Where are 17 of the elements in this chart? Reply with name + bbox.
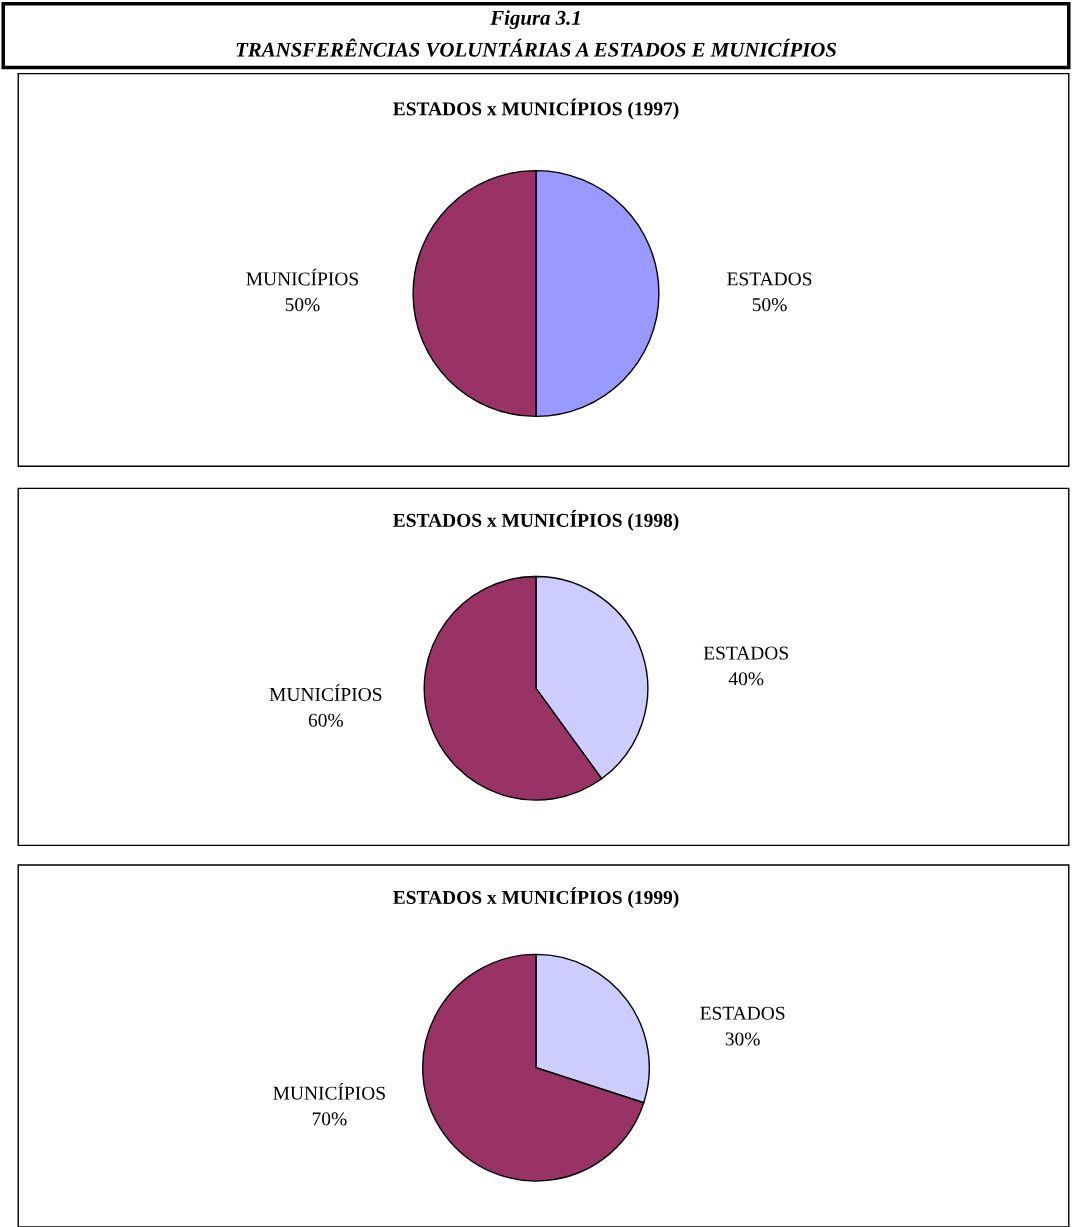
data-label: 30% [725,1032,760,1046]
chart-title: ESTADOS x MUNICÍPIOS (1998) [393,510,679,531]
data-label: 50% [752,298,787,312]
data-label: 50% [285,298,320,312]
slice-label: ESTADOS [703,646,788,660]
chart-title: ESTADOS x MUNICÍPIOS (1997) [393,98,679,120]
text: Figura 3.1 [490,10,580,30]
data-label: 40% [728,672,764,686]
slice-label: ESTADOS [727,272,812,286]
slice-label: MUNICÍPIOS [269,684,382,702]
data-label: 60% [308,713,343,727]
slice-label: MUNICÍPIOS [273,1082,385,1100]
chart-title: ESTADOS x MUNICÍPIOS (1999) [393,887,679,908]
slice-label: ESTADOS [700,1006,785,1020]
text: TRANSFERÊNCIAS VOLUNTÁRIAS A ESTADOS E MUNICÍPIOS [236,38,837,57]
slice-label: MUNICÍPIOS [246,268,358,286]
data-label: 70% [312,1112,347,1126]
